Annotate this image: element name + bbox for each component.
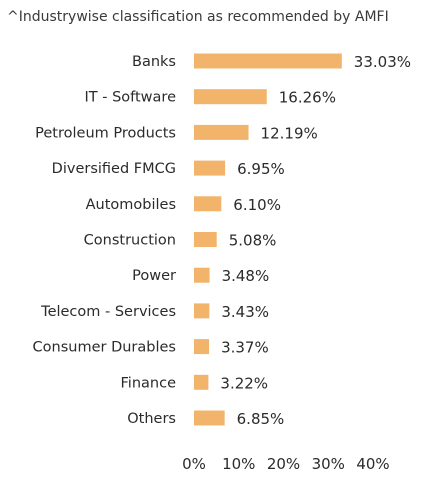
category-label: Consumer Durables [33,340,176,356]
category-label: Banks [132,54,176,70]
bar [194,232,217,247]
bar [194,339,210,355]
category-label: Others [127,411,176,427]
bar [194,124,249,140]
x-tick-label: 0% [182,455,206,473]
category-label: Construction [84,233,176,249]
category-label: Finance [121,375,177,391]
value-label: 3.37% [221,339,269,357]
value-label: 3.22% [220,374,268,392]
category-label: Diversified FMCG [52,161,176,177]
x-tick-label: 30% [312,455,345,473]
value-label: 3.43% [221,303,269,321]
category-labels: Banks IT - Software Petroleum Products Dive… [33,54,177,427]
category-label: Automobiles [86,197,176,213]
x-tick-label: 10% [222,455,255,473]
bar [194,267,210,283]
bar [194,53,342,69]
bars [194,53,342,426]
chart-title: ^Industrywise classification as recommen… [7,9,389,25]
value-label: 16.26% [279,89,336,107]
value-labels: 33.03% 16.26% 12.19% 6.95% 6.10% 5.08% 3.48% 3.… [220,53,411,428]
bar [194,303,210,319]
x-tick-label: 40% [356,455,389,473]
value-label: 3.48% [222,267,270,285]
bar [194,89,267,105]
value-label: 6.10% [233,196,281,214]
value-label: 12.19% [261,124,318,142]
value-label: 5.08% [229,232,277,250]
category-label: Petroleum Products [35,125,176,141]
value-label: 33.03% [354,53,411,71]
bar [194,160,226,176]
category-label: Telecom - Services [40,304,176,320]
bar [194,196,222,212]
bar [194,410,225,426]
category-label: IT - Software [84,90,176,106]
x-tick-label: 20% [267,455,300,473]
x-axis-ticks: 0% 10% 20% 30% 40% [182,455,390,473]
category-label: Power [132,268,176,284]
value-label: 6.95% [237,160,285,178]
value-label: 6.85% [237,410,285,428]
bar [194,374,209,390]
